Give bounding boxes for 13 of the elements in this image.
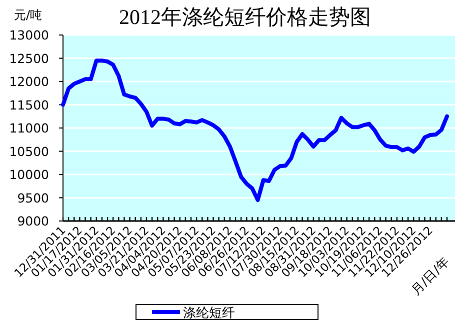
y-tick-label: 9000 bbox=[17, 214, 50, 228]
y-tick-label: 9500 bbox=[17, 190, 50, 206]
y-tick-label: 13000 bbox=[9, 28, 50, 42]
y-tick-label: 11000 bbox=[9, 120, 50, 136]
y-tick-label: 10500 bbox=[9, 144, 50, 159]
y-tick-label: 10000 bbox=[9, 167, 50, 182]
y-tick-label: 11500 bbox=[9, 97, 50, 112]
y-tick-label: 12500 bbox=[9, 50, 50, 66]
line-series bbox=[61, 58, 449, 202]
y-axis-title: 元/吨 bbox=[14, 8, 42, 22]
chart-title: 2012年涤纶短纤价格走势图 bbox=[119, 5, 371, 29]
legend-label: 涤纶短纤 bbox=[183, 306, 235, 321]
y-tick-label: 12000 bbox=[9, 74, 50, 89]
